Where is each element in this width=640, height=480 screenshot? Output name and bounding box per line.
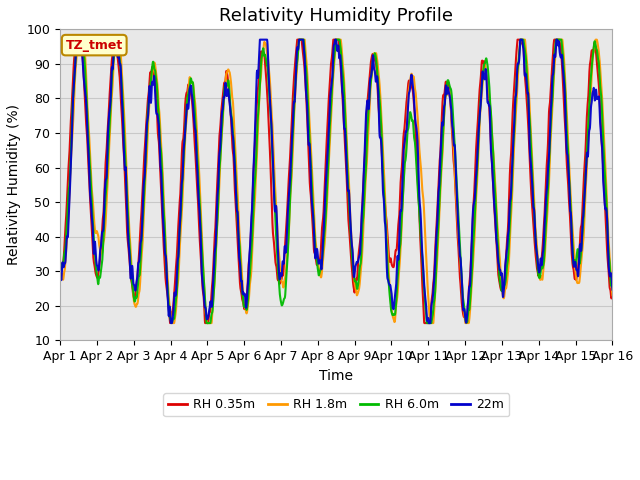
RH 0.35m	[560, 103, 568, 109]
Text: TZ_tmet: TZ_tmet	[66, 38, 123, 52]
22m	[74, 37, 81, 43]
RH 0.35m	[211, 234, 218, 240]
RH 0.35m	[166, 320, 174, 326]
X-axis label: Time: Time	[319, 369, 353, 383]
RH 6.0m	[560, 70, 568, 76]
22m	[56, 264, 64, 270]
RH 1.8m	[353, 292, 360, 298]
22m	[365, 107, 372, 112]
RH 6.0m	[365, 105, 372, 110]
RH 1.8m	[575, 279, 583, 285]
RH 6.0m	[497, 286, 505, 292]
RH 1.8m	[560, 57, 568, 63]
RH 1.8m	[497, 279, 505, 285]
RH 1.8m	[74, 37, 82, 43]
RH 6.0m	[211, 276, 218, 282]
Line: 22m: 22m	[60, 40, 612, 323]
RH 6.0m	[353, 284, 360, 289]
RH 0.35m	[609, 292, 616, 298]
22m	[497, 273, 505, 278]
22m	[609, 287, 616, 292]
22m	[167, 320, 175, 326]
RH 0.35m	[353, 277, 360, 283]
RH 6.0m	[575, 261, 583, 267]
Line: RH 0.35m: RH 0.35m	[60, 40, 612, 323]
RH 6.0m	[609, 284, 616, 290]
RH 0.35m	[497, 287, 505, 293]
22m	[575, 250, 583, 255]
RH 1.8m	[56, 268, 64, 274]
RH 1.8m	[168, 320, 175, 326]
RH 0.35m	[72, 37, 80, 43]
RH 1.8m	[211, 278, 218, 284]
22m	[353, 260, 360, 265]
RH 0.35m	[365, 86, 372, 92]
RH 6.0m	[74, 37, 81, 43]
22m	[560, 80, 568, 85]
RH 0.35m	[575, 248, 583, 254]
Line: RH 1.8m: RH 1.8m	[60, 40, 612, 323]
RH 1.8m	[365, 123, 372, 129]
RH 6.0m	[56, 259, 64, 264]
Legend: RH 0.35m, RH 1.8m, RH 6.0m, 22m: RH 0.35m, RH 1.8m, RH 6.0m, 22m	[163, 393, 509, 416]
Y-axis label: Relativity Humidity (%): Relativity Humidity (%)	[7, 104, 21, 265]
22m	[211, 251, 218, 256]
RH 1.8m	[609, 292, 616, 298]
RH 6.0m	[203, 320, 211, 326]
Line: RH 6.0m: RH 6.0m	[60, 40, 612, 323]
Title: Relativity Humidity Profile: Relativity Humidity Profile	[220, 7, 453, 25]
RH 0.35m	[56, 267, 64, 273]
